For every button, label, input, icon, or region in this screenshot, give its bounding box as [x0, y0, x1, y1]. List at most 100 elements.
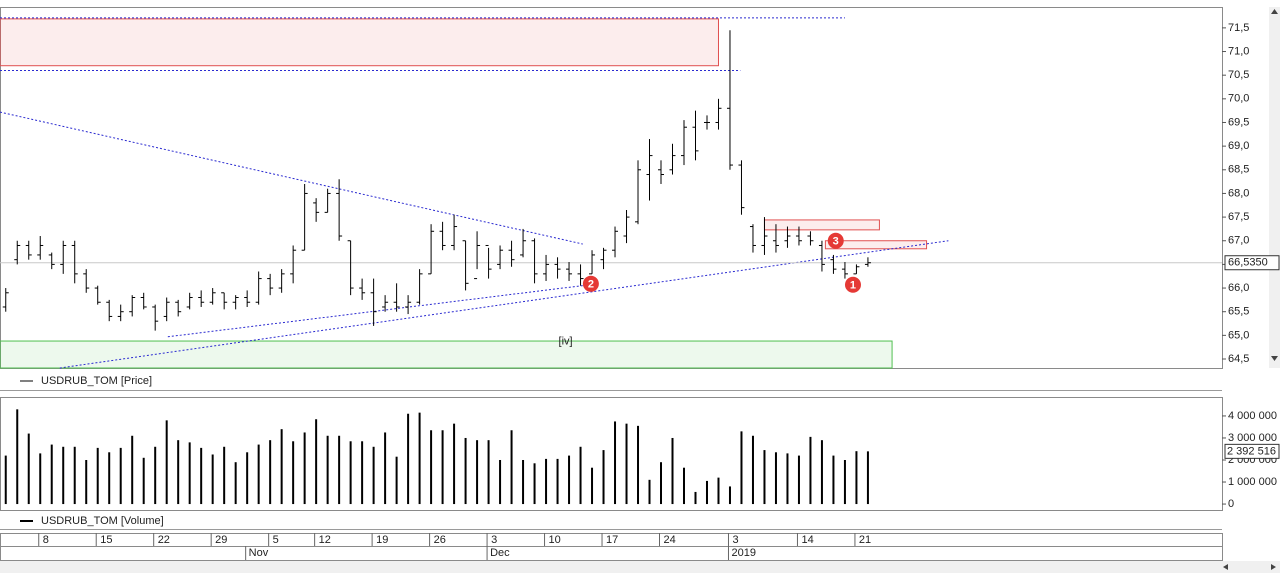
volume-bar [50, 444, 53, 505]
volume-bar [786, 453, 789, 505]
y-tick-label: 67,5 [1228, 211, 1249, 223]
date-label: 29 [215, 534, 227, 546]
y-tick-label: 1 000 000 [1228, 476, 1277, 488]
date-label: 12 [319, 534, 331, 546]
date-label: 22 [158, 534, 170, 546]
volume-bar [16, 409, 19, 505]
y-tick-label: 71,5 [1228, 22, 1249, 34]
volume-bar [832, 455, 835, 505]
volume-bar [338, 435, 341, 505]
date-label: 21 [859, 534, 871, 546]
y-tick-label: 64,5 [1228, 353, 1249, 365]
marker [827, 232, 844, 249]
date-label: 26 [434, 534, 446, 546]
y-tick-label: 68,0 [1228, 187, 1249, 199]
price-panel [0, 7, 1223, 369]
scrollbar[interactable] [1269, 7, 1280, 368]
volume-bar [510, 430, 513, 505]
volume-bar [763, 450, 766, 505]
volume-bar [671, 437, 674, 505]
date-label: 3 [732, 534, 738, 546]
zone [0, 340, 893, 369]
volume-bar [4, 455, 7, 505]
volume-bar [372, 446, 375, 505]
volume-bar [728, 486, 731, 505]
volume-bar [453, 423, 456, 505]
volume-bar [96, 447, 99, 505]
volume-bar [234, 462, 237, 505]
volume-bar [62, 446, 65, 505]
date-label: 10 [549, 534, 561, 546]
volume-bar [246, 452, 249, 505]
volume-bar [522, 459, 525, 505]
date-label: 17 [606, 534, 618, 546]
volume-bar [303, 432, 306, 505]
volume-bar [188, 442, 191, 505]
volume-bar [85, 459, 88, 505]
y-tick-label: 0 [1228, 498, 1234, 510]
volume-bar [154, 446, 157, 505]
volume-bar [682, 467, 685, 505]
volume-bar [430, 430, 433, 505]
volume-bar [809, 436, 812, 505]
volume-bar [866, 451, 869, 505]
marker [582, 275, 599, 292]
volume-bar [648, 479, 651, 505]
volume-bar [384, 432, 387, 505]
volume-bar [717, 477, 720, 505]
trend-line [0, 111, 583, 245]
volume-bar [751, 435, 754, 505]
date-label: 24 [664, 534, 676, 546]
volume-bar [131, 435, 134, 505]
last-price-box [1224, 255, 1280, 271]
volume-bar [142, 457, 145, 505]
volume-bar [625, 423, 628, 505]
y-tick-label: 69,0 [1228, 140, 1249, 152]
trend-line [59, 240, 949, 369]
y-tick-label: 70,5 [1228, 69, 1249, 81]
date-label: 8 [43, 534, 49, 546]
volume-bar [119, 447, 122, 505]
volume-bar [326, 435, 329, 505]
marker-label: 2 [588, 279, 594, 291]
last-volume-label: 2 392 516 [1227, 445, 1276, 457]
volume-panel [0, 397, 1223, 511]
zone [763, 219, 880, 231]
volume-bar [361, 441, 364, 505]
date-label: 5 [273, 534, 279, 546]
volume-bar [395, 456, 398, 505]
period-label: 2019 [731, 547, 755, 559]
volume-bar [568, 455, 571, 505]
volume-bar [39, 453, 42, 505]
volume-bar [476, 440, 479, 505]
y-tick-label: 67,0 [1228, 235, 1249, 247]
y-tick-label: 4 000 000 [1228, 410, 1277, 422]
volume-bar [614, 421, 617, 505]
legend-label: USDRUB_TOM [Volume] [41, 515, 164, 527]
legend-label: USDRUB_TOM [Price] [41, 375, 152, 387]
period-label: Dec [490, 547, 510, 559]
zone [0, 18, 719, 67]
date-label: 19 [376, 534, 388, 546]
volume-bar [211, 454, 214, 505]
volume-bar [705, 480, 708, 505]
volume-bar [487, 440, 490, 505]
h-scrollbar[interactable] [0, 561, 1280, 573]
volume-bar [269, 440, 272, 505]
marker [844, 276, 861, 293]
marker-label: 1 [850, 280, 856, 292]
y-tick-label: 70,0 [1228, 93, 1249, 105]
volume-bar [545, 458, 548, 505]
volume-bar [292, 441, 295, 505]
trend-line [167, 284, 590, 338]
date-label: 14 [801, 534, 813, 546]
volume-bar [660, 462, 663, 505]
volume-bar [797, 455, 800, 505]
date-label: 15 [100, 534, 112, 546]
y-tick-label: 3 000 000 [1228, 432, 1277, 444]
last-price-label: 66,5350 [1228, 257, 1268, 269]
last-volume-box [1224, 443, 1280, 459]
date-label: 3 [491, 534, 497, 546]
volume-bar [533, 463, 536, 505]
